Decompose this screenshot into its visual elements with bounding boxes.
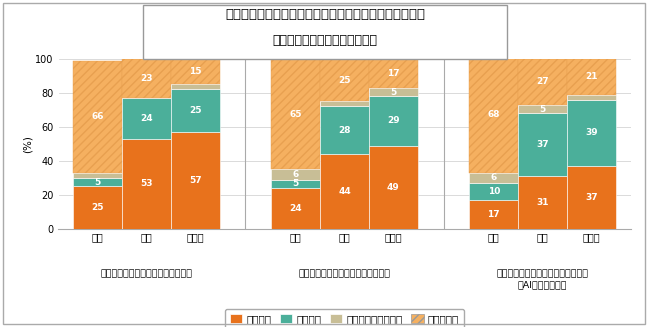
Bar	[518, 176, 567, 229]
Text: 68: 68	[488, 111, 500, 119]
Bar	[171, 90, 220, 132]
Text: 49: 49	[387, 183, 400, 192]
Text: 17: 17	[387, 69, 400, 78]
Bar	[122, 139, 171, 229]
Bar	[73, 173, 122, 178]
Text: 24: 24	[140, 114, 153, 123]
Bar	[469, 57, 518, 173]
Bar	[369, 146, 418, 229]
Bar	[320, 59, 369, 101]
Text: 製品・サービスを通じたデータ収集: 製品・サービスを通じたデータ収集	[100, 270, 192, 279]
Text: 各国の企業におけるデータ収集・蓄積・処理の導入状況: 各国の企業におけるデータ収集・蓄積・処理の導入状況	[225, 8, 425, 21]
Text: 6: 6	[491, 173, 497, 182]
Text: 25: 25	[189, 106, 202, 115]
Text: 57: 57	[189, 176, 202, 185]
Text: 10: 10	[488, 187, 500, 196]
Text: 21: 21	[585, 72, 598, 81]
Text: 5: 5	[540, 105, 546, 113]
Text: 37: 37	[585, 193, 598, 202]
Text: 29: 29	[387, 116, 400, 126]
Text: 25: 25	[91, 203, 104, 212]
Bar	[171, 59, 220, 84]
Text: 製品・サービスを通じたデータ蓄積: 製品・サービスを通じたデータ蓄積	[298, 270, 391, 279]
Text: 5: 5	[94, 178, 101, 187]
Text: 15: 15	[189, 67, 202, 76]
Text: 37: 37	[536, 140, 549, 149]
Text: 27: 27	[536, 77, 549, 86]
Text: 44: 44	[338, 187, 351, 196]
Bar	[171, 132, 220, 229]
Text: 23: 23	[140, 74, 153, 83]
Bar	[369, 59, 418, 88]
Text: 6: 6	[292, 170, 299, 179]
Bar	[567, 100, 616, 166]
Text: 39: 39	[585, 128, 598, 137]
Bar	[567, 59, 616, 95]
Bar	[320, 107, 369, 154]
Text: 31: 31	[536, 198, 549, 207]
Legend: 導入済み, 導入予定, 導入する予定はない, わからない: 導入済み, 導入予定, 導入する予定はない, わからない	[225, 309, 464, 327]
Bar	[122, 98, 171, 139]
Bar	[171, 84, 220, 90]
Y-axis label: (%): (%)	[23, 135, 32, 153]
Bar	[73, 178, 122, 186]
Bar	[567, 166, 616, 229]
Bar	[271, 180, 320, 188]
Bar	[271, 169, 320, 180]
Bar	[320, 101, 369, 107]
Bar	[271, 59, 320, 169]
Bar	[469, 200, 518, 229]
Bar	[469, 183, 518, 200]
Text: （令和２年情報通信白書より）: （令和２年情報通信白書より）	[272, 34, 378, 47]
Text: 66: 66	[91, 112, 104, 121]
Bar	[73, 186, 122, 229]
Text: 24: 24	[289, 204, 302, 213]
Bar	[518, 59, 567, 105]
Text: 5: 5	[390, 88, 396, 96]
Bar	[320, 154, 369, 229]
Text: 製品・サービスを通じたデータ処理
（AIの適用含む）: 製品・サービスを通じたデータ処理 （AIの適用含む）	[497, 270, 589, 289]
Bar	[122, 59, 171, 98]
Text: 25: 25	[338, 76, 351, 85]
Bar	[271, 188, 320, 229]
Text: 17: 17	[488, 210, 500, 219]
Bar	[518, 105, 567, 113]
Bar	[469, 173, 518, 183]
Bar	[518, 113, 567, 176]
Text: 5: 5	[292, 179, 299, 188]
Text: 28: 28	[338, 126, 351, 135]
Bar	[567, 95, 616, 100]
Text: 53: 53	[140, 179, 153, 188]
Bar	[73, 60, 122, 173]
Bar	[369, 96, 418, 146]
Text: 65: 65	[289, 110, 302, 119]
Bar	[369, 88, 418, 96]
